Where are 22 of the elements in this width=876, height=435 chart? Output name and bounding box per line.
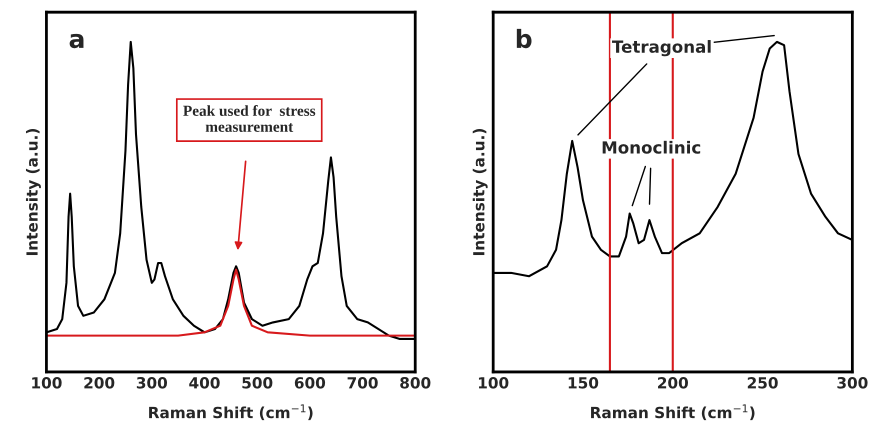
x-tick-label: 250 xyxy=(748,377,778,389)
x-tick-label: 500 xyxy=(242,377,272,389)
x-tick-label: 200 xyxy=(84,377,114,389)
x-axis-title: Raman Shift (cm$^{−1}$) xyxy=(591,404,754,420)
x-tick-label: 100 xyxy=(478,377,508,389)
x-tick-label: 300 xyxy=(837,377,868,389)
y-axis-title: Intensity (a.u.) xyxy=(472,128,488,256)
x-tick-label: 150 xyxy=(568,377,598,389)
annotation: a xyxy=(70,34,84,48)
annotation: Peak used for stress measurement xyxy=(183,105,316,132)
x-tick-label: 200 xyxy=(658,377,688,389)
x-tick-label: 300 xyxy=(136,377,168,389)
annotation: b xyxy=(516,28,532,48)
x-axis-title: Raman Shift (cm$^{−1}$) xyxy=(149,404,313,420)
x-tick-label: 600 xyxy=(294,377,326,389)
x-tick-label: 700 xyxy=(348,377,378,389)
annotation: Tetragonal xyxy=(612,40,711,56)
x-tick-label: 400 xyxy=(189,377,220,389)
x-tick-label: 100 xyxy=(32,377,62,389)
annotation: Monoclinic xyxy=(602,140,700,154)
y-axis-title: Intensity (a.u.) xyxy=(26,128,41,256)
x-tick-label: 800 xyxy=(400,377,430,389)
